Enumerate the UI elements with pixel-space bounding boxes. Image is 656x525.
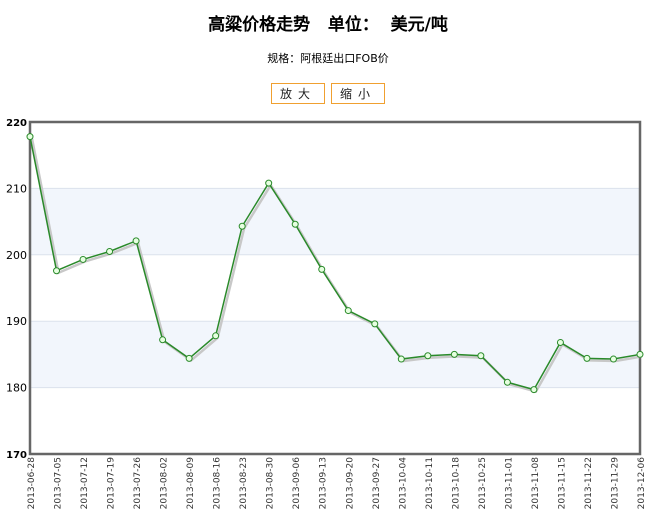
x-tick-label: 2013-09-27 (372, 457, 382, 509)
data-point (26, 133, 34, 141)
series-line (29, 136, 641, 391)
data-point (609, 355, 617, 363)
x-tick-label: 2013-07-19 (107, 457, 117, 510)
x-tick-label: 2013-12-06 (637, 457, 647, 510)
x-tick-label: 2013-11-22 (584, 457, 594, 509)
y-tick-label: 190 (6, 315, 27, 328)
x-tick-label: 2013-10-04 (398, 457, 408, 510)
x-tick-label: 2013-07-05 (54, 457, 64, 509)
data-point (450, 350, 458, 358)
x-tick-label: 2013-11-29 (610, 457, 620, 510)
x-tick-label: 2013-09-06 (292, 457, 302, 510)
y-tick-label: 220 (6, 118, 27, 129)
data-point (79, 255, 87, 263)
data-point (556, 338, 564, 346)
x-tick-label: 2013-08-02 (160, 457, 170, 509)
x-tick-label: 2013-10-18 (451, 457, 461, 510)
data-point (212, 332, 220, 340)
x-tick-label: 2013-10-11 (425, 457, 435, 509)
x-tick-label: 2013-07-26 (133, 457, 143, 510)
x-tick-label: 2013-11-01 (504, 457, 514, 509)
data-point (424, 352, 432, 360)
data-point (344, 307, 352, 315)
x-tick-label: 2013-08-09 (186, 457, 196, 510)
data-point (106, 247, 114, 255)
zoom-out-button[interactable]: 缩小 (331, 83, 386, 104)
data-point (238, 222, 246, 230)
x-tick-label: 2013-10-25 (478, 457, 488, 509)
y-tick-label: 200 (6, 249, 27, 262)
x-tick-label: 2013-09-13 (319, 457, 329, 509)
data-point (53, 267, 61, 275)
plot-frame (28, 120, 642, 456)
data-point (397, 355, 405, 363)
data-point (318, 265, 326, 273)
chart-title: 高粱价格走势 单位： 美元/吨 (208, 15, 448, 35)
data-point (265, 179, 273, 187)
data-point (477, 352, 485, 360)
y-tick-label: 210 (6, 182, 27, 195)
x-tick-label: 2013-11-15 (557, 457, 567, 509)
data-point (159, 336, 167, 344)
x-tick-label: 2013-06-28 (27, 457, 37, 510)
data-point (583, 354, 591, 362)
grid-band (30, 188, 640, 255)
y-tick-label: 180 (6, 382, 27, 395)
zoom-in-button[interactable]: 放大 (270, 83, 325, 104)
chart-subtitle: 规格：阿根廷出口FOB价 (267, 52, 389, 65)
grid-band (30, 321, 640, 388)
data-point (636, 350, 644, 358)
x-tick-label: 2013-08-16 (213, 457, 223, 510)
data-point (371, 320, 379, 328)
data-point (291, 220, 299, 228)
data-point (185, 354, 193, 362)
y-tick-label: 170 (6, 450, 27, 461)
data-point (132, 237, 140, 245)
x-tick-label: 2013-08-23 (239, 457, 249, 509)
data-point (503, 378, 511, 386)
x-tick-label: 2013-09-20 (345, 457, 355, 510)
data-point (530, 386, 538, 394)
x-tick-label: 2013-08-30 (266, 457, 276, 510)
x-tick-label: 2013-07-12 (80, 457, 90, 509)
x-tick-label: 2013-11-08 (531, 457, 541, 510)
